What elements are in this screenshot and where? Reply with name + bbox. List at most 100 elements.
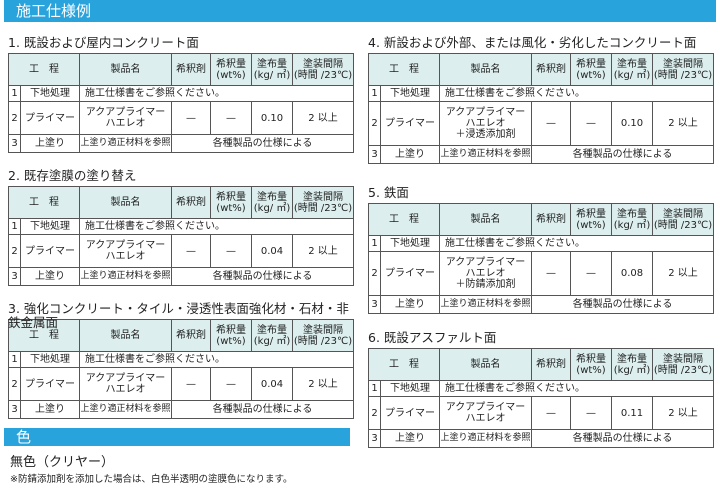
table-cell: 塗布量 (kg/ ㎡) — [251, 319, 293, 352]
table-cell: 2 以上 — [292, 101, 354, 135]
table-cell: 下地処理 — [20, 351, 80, 368]
table-cell: 1 — [368, 85, 381, 102]
table-cell: 上塗り適正材料を参照 — [439, 429, 532, 448]
table-row: 3 上塗り 上塗り適正材料を参照 各種製品の仕様による — [368, 145, 714, 164]
section-title: 6. 既設アスファルト面 — [368, 330, 497, 345]
spec-table: 工 程製品名 希釈剤 希釈量 (wt%) 塗布量 (kg/ ㎡) 塗装間隔 (時間 /2… — [368, 53, 714, 164]
section-title: 2. 既存塗膜の塗り替え — [8, 168, 137, 183]
table-cell: 3 — [8, 134, 21, 153]
table-cell: 上塗り適正材料を参照 — [439, 295, 532, 314]
table-cell: 2 — [8, 234, 21, 268]
table-cell: 施工仕様書をご参照ください。 — [79, 85, 354, 102]
table-cell: アクアプライマー ハエレオ — [439, 396, 532, 430]
table-row: 1 下地処理 施工仕様書をご参照ください。 — [368, 85, 714, 102]
table-cell: — — [210, 234, 252, 268]
table-cell: — — [570, 251, 612, 296]
table-cell: 3 — [368, 429, 381, 448]
table-cell: 2 — [368, 396, 381, 430]
table-cell: 希釈剤 — [531, 53, 571, 86]
table-cell: 塗装間隔 (時間 /23℃) — [652, 203, 714, 236]
table-cell: プライマー — [20, 101, 80, 135]
table-cell: — — [171, 367, 211, 401]
table-cell: 0.08 — [611, 251, 653, 296]
table-cell: プライマー — [380, 396, 440, 430]
table-cell: — — [210, 367, 252, 401]
table-cell: 2 — [8, 101, 21, 135]
table-cell: 施工仕様書をご参照ください。 — [439, 85, 714, 102]
table-cell: — — [570, 101, 612, 146]
table-row: 1 下地処理 施工仕様書をご参照ください。 — [8, 351, 354, 368]
spec-section: 2. 既存塗膜の塗り替え工 程製品名 希釈剤 希釈量 (wt%) 塗布量 (kg/ ㎡… — [8, 168, 354, 286]
table-cell: プライマー — [20, 367, 80, 401]
table-row: 3 上塗り 上塗り適正材料を参照 各種製品の仕様による — [368, 429, 714, 448]
table-cell: 下地処理 — [380, 380, 440, 397]
table-cell: 2 以上 — [652, 101, 714, 146]
table-row: 1 下地処理 施工仕様書をご参照ください。 — [8, 218, 354, 235]
table-cell: 塗布量 (kg/ ㎡) — [251, 186, 293, 219]
table-cell: — — [531, 396, 571, 430]
table-cell: 施工仕様書をご参照ください。 — [79, 351, 354, 368]
header-row: 工 程製品名 希釈剤 希釈量 (wt%) 塗布量 (kg/ ㎡) 塗装間隔 (時間 /2… — [368, 203, 714, 236]
table-cell: — — [531, 251, 571, 296]
table-cell: 0.11 — [611, 396, 653, 430]
table-cell: 0.10 — [611, 101, 653, 146]
table-cell: 下地処理 — [380, 85, 440, 102]
table-cell: プライマー — [380, 251, 440, 296]
table-cell: 各種製品の仕様による — [531, 145, 714, 164]
table-cell: 上塗り — [380, 429, 440, 448]
table-cell: 下地処理 — [20, 218, 80, 235]
table-cell: 塗装間隔 (時間 /23℃) — [292, 186, 354, 219]
table-row: 2 プライマー アクアプライマー ハエレオ ＋防錆添加剤 — —0.08 2 以上 — [368, 251, 714, 296]
spec-table: 工 程製品名 希釈剤 希釈量 (wt%) 塗布量 (kg/ ㎡) 塗装間隔 (時間 /2… — [8, 319, 354, 419]
table-cell: 上塗り — [20, 400, 80, 419]
table-cell: 上塗り — [380, 145, 440, 164]
table-cell: 2 — [368, 251, 381, 296]
table-cell: 3 — [8, 267, 21, 286]
table-cell: — — [531, 101, 571, 146]
table-row: 1 下地処理 施工仕様書をご参照ください。 — [368, 380, 714, 397]
table-cell: 各種製品の仕様による — [171, 400, 354, 419]
table-cell: アクアプライマー ハエレオ ＋防錆添加剤 — [439, 251, 532, 296]
color-bar: 色 — [4, 428, 350, 446]
spec-table: 工 程製品名 希釈剤 希釈量 (wt%) 塗布量 (kg/ ㎡) 塗装間隔 (時間 /2… — [8, 186, 354, 286]
table-cell: 各種製品の仕様による — [531, 429, 714, 448]
color-title: 色 — [16, 428, 32, 446]
spec-section: 4. 新設および外部、または風化・劣化したコンクリート面工 程製品名 希釈剤 希釈量… — [368, 36, 714, 164]
table-cell: プライマー — [20, 234, 80, 268]
table-cell: 工 程 — [8, 186, 80, 219]
table-cell: アクアプライマー ハエレオ — [79, 234, 172, 268]
table-row: 2 プライマー アクアプライマー ハエレオ — —0.04 2 以上 — [8, 367, 354, 401]
table-cell: 2 — [368, 101, 381, 146]
table-cell: 2 以上 — [292, 367, 354, 401]
table-cell: 2 — [8, 367, 21, 401]
section-title: 1. 既設および屋内コンクリート面 — [8, 35, 199, 50]
table-cell: 希釈量 (wt%) — [210, 319, 252, 352]
table-cell: アクアプライマー ハエレオ — [79, 101, 172, 135]
header-row: 工 程製品名 希釈剤 希釈量 (wt%) 塗布量 (kg/ ㎡) 塗装間隔 (時間 /2… — [368, 53, 714, 86]
table-cell: 工 程 — [368, 53, 440, 86]
table-cell: 希釈剤 — [531, 203, 571, 236]
table-cell: 製品名 — [79, 186, 172, 219]
table-row: 1 下地処理 施工仕様書をご参照ください。 — [368, 235, 714, 252]
table-cell: 各種製品の仕様による — [531, 295, 714, 314]
table-cell: 塗布量 (kg/ ㎡) — [611, 203, 653, 236]
table-cell: 希釈量 (wt%) — [570, 53, 612, 86]
spec-table: 工 程製品名 希釈剤 希釈量 (wt%) 塗布量 (kg/ ㎡) 塗装間隔 (時間 /2… — [368, 203, 714, 314]
table-cell: アクアプライマー ハエレオ — [79, 367, 172, 401]
table-cell: 希釈剤 — [171, 186, 211, 219]
color-note: ※防錆添加剤を添加した場合は、白色半透明の塗膜色になります。 — [10, 474, 293, 485]
table-cell: 1 — [8, 351, 21, 368]
table-cell: 各種製品の仕様による — [171, 267, 354, 286]
table-cell: 希釈剤 — [531, 348, 571, 381]
table-cell: 各種製品の仕様による — [171, 134, 354, 153]
table-cell: 下地処理 — [20, 85, 80, 102]
spec-table: 工 程製品名 希釈剤 希釈量 (wt%) 塗布量 (kg/ ㎡) 塗装間隔 (時間 /2… — [368, 348, 714, 448]
table-row: 3 上塗り 上塗り適正材料を参照 各種製品の仕様による — [368, 295, 714, 314]
spec-table: 工 程製品名 希釈剤 希釈量 (wt%) 塗布量 (kg/ ㎡) 塗装間隔 (時間 /2… — [8, 53, 354, 153]
section-title: 3. 強化コンクリート・タイル・浸透性表面強化材・石材・非鉄金属面 — [8, 301, 349, 330]
table-cell: 工 程 — [368, 203, 440, 236]
table-cell: 下地処理 — [380, 235, 440, 252]
table-row: 3 上塗り 上塗り適正材料を参照 各種製品の仕様による — [8, 400, 354, 419]
table-cell: 希釈量 (wt%) — [210, 186, 252, 219]
table-cell: 製品名 — [439, 53, 532, 86]
